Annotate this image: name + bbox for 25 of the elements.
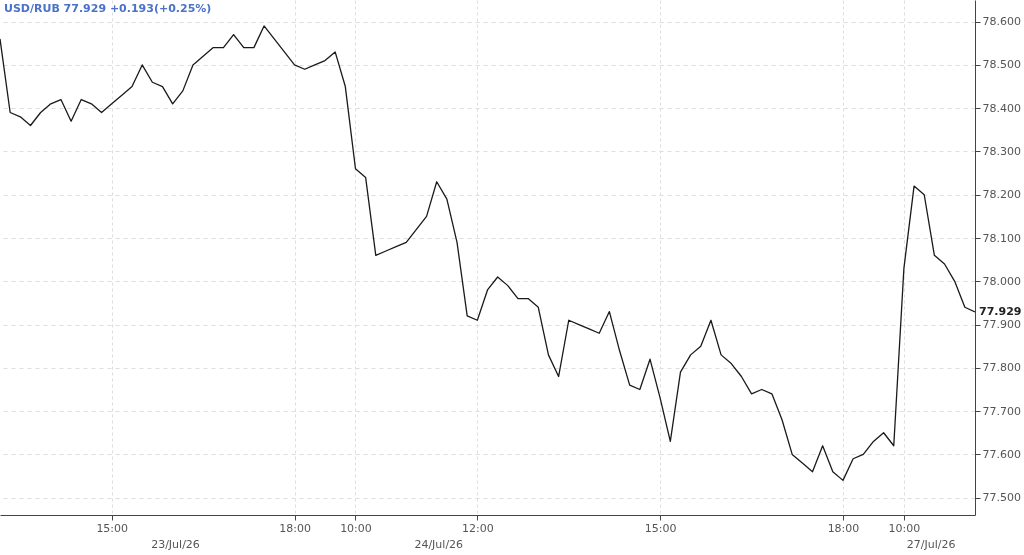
text: 27/Jul/26 <box>906 538 956 551</box>
y-tick-label: 77.600 <box>982 447 1021 461</box>
y-tick-label: 78.300 <box>982 144 1021 158</box>
line-series <box>0 25 975 482</box>
x-tick-label: 10:00 <box>888 521 921 535</box>
y-tick-label: 77.700 <box>982 404 1021 418</box>
text: 77.929 <box>979 305 1022 319</box>
chart-title: USD/RUB 77.929 +0.193(+0.25%) <box>4 2 212 15</box>
y-tick-label: 78.400 <box>982 101 1021 115</box>
y-tick-label: 78.500 <box>982 58 1021 72</box>
text: 24/Jul/26 <box>414 538 464 551</box>
x-tick-label: 15:00 <box>96 521 129 535</box>
y-tick-label: 78.200 <box>982 188 1021 202</box>
x-tick-label: 18:00 <box>279 521 311 535</box>
y-tick-label: 77.900 <box>982 318 1021 332</box>
text: 23/Jul/26 <box>151 538 200 551</box>
y-tick-label: 78.100 <box>982 231 1021 245</box>
y-tick-label: 77.800 <box>982 361 1021 375</box>
x-tick-label: 12:00 <box>461 521 494 535</box>
y-tick-label: 77.500 <box>982 491 1021 505</box>
x-tick-label: 18:00 <box>827 521 860 535</box>
y-tick-label: 78.000 <box>982 274 1021 288</box>
x-tick-label: 15:00 <box>644 521 677 535</box>
x-tick-label: 10:00 <box>340 521 372 535</box>
y-tick-label: 78.600 <box>982 15 1021 29</box>
